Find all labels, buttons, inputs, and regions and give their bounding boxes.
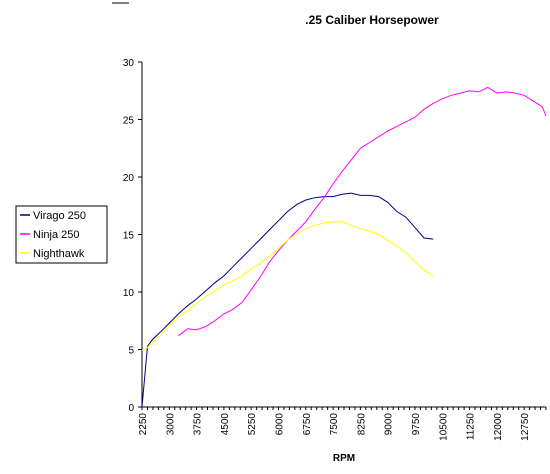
series-line (178, 86, 547, 337)
x-tick-label: 6750 (302, 413, 313, 436)
x-tick-label: 11250 (466, 413, 477, 441)
x-tick-label: 3000 (165, 413, 176, 436)
x-tick-label: 3750 (193, 413, 204, 436)
x-tick-label: 2250 (138, 413, 149, 436)
x-tick-label: 12750 (520, 413, 531, 441)
x-tick-label: 10500 (438, 413, 449, 441)
legend-label: Ninja 250 (33, 229, 79, 241)
y-tick-label: 15 (123, 231, 135, 242)
x-tick-label: 5250 (247, 413, 258, 436)
x-axis-label: RPM (333, 453, 355, 464)
x-tick-label: 9750 (411, 413, 422, 436)
legend-label: Nighthawk (33, 248, 85, 260)
legend: Virago 250 Ninja 250 Nighthawk (15, 205, 108, 264)
y-tick-label: 30 (123, 58, 135, 69)
x-tick-label: 8250 (356, 413, 367, 436)
x-tick-label: 7500 (329, 413, 340, 436)
y-tick-label: 25 (123, 116, 135, 127)
x-tick-label: 12000 (493, 413, 504, 441)
chart-title: .25 Caliber Horsepower (305, 13, 439, 27)
legend-box (15, 205, 108, 264)
series-line (141, 221, 434, 352)
x-tick-label: 9000 (384, 413, 395, 436)
series-line (141, 192, 434, 408)
y-tick-label: 20 (123, 173, 135, 184)
plot-area: 0 5 10 15 20 25 30 2250 3000 3750 4500 5250 6000 6750… (123, 58, 547, 441)
x-tick-label: 6000 (274, 413, 285, 436)
y-tick-label: 0 (128, 403, 134, 414)
y-tick-label: 5 (128, 346, 134, 357)
legend-label: Virago 250 (33, 210, 86, 222)
x-tick-label: 4500 (220, 413, 231, 436)
y-tick-label: 10 (123, 288, 135, 299)
